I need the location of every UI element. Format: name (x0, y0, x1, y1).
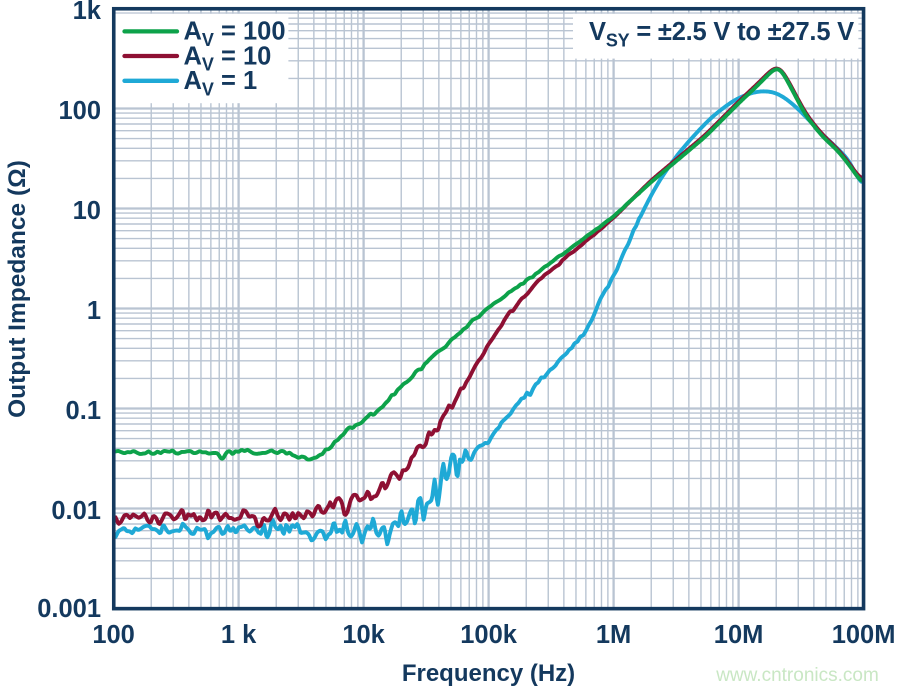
svg-text:AV = 100: AV = 100 (184, 18, 286, 50)
svg-text:1k: 1k (73, 0, 102, 25)
svg-text:1: 1 (87, 297, 101, 325)
svg-text:VSY = ±2.5 V to ±27.5 V: VSY = ±2.5 V to ±27.5 V (589, 18, 854, 50)
svg-text:10: 10 (73, 197, 101, 225)
svg-text:100: 100 (58, 97, 101, 125)
svg-text:Frequency (Hz): Frequency (Hz) (402, 660, 575, 687)
svg-text:100k: 100k (460, 621, 518, 649)
svg-text:100: 100 (92, 621, 135, 649)
svg-text:0.1: 0.1 (66, 397, 101, 425)
svg-text:100M: 100M (832, 621, 896, 649)
svg-text:0.001: 0.001 (37, 595, 101, 623)
svg-text:AV = 10: AV = 10 (184, 42, 272, 74)
svg-text:0.01: 0.01 (51, 497, 101, 525)
svg-text:1 k: 1 k (221, 621, 257, 649)
svg-text:10M: 10M (714, 621, 764, 649)
svg-text:AV = 1: AV = 1 (184, 67, 258, 99)
svg-text:1M: 1M (596, 621, 631, 649)
svg-text:10k: 10k (342, 621, 385, 649)
svg-text:Output Impedance (Ω): Output Impedance (Ω) (4, 160, 31, 418)
svg-text:www.cntronics.com: www.cntronics.com (715, 665, 879, 686)
